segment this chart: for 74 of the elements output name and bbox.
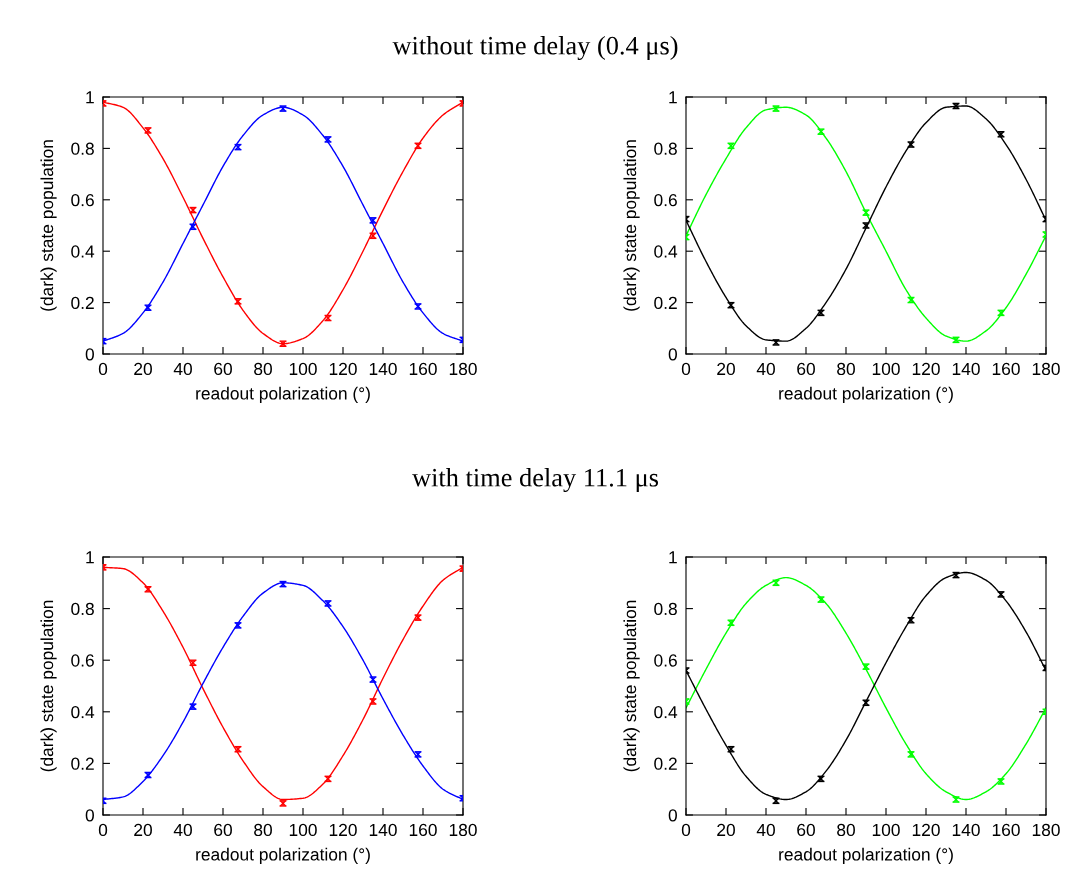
x-tick-label: 140	[369, 362, 397, 376]
x-tick-label: 20	[134, 823, 152, 837]
x-tick-label: 140	[952, 362, 980, 376]
y-tick-label: 0.2	[654, 757, 677, 770]
x-tick-label: 100	[872, 362, 900, 376]
y-tick-label: 0	[85, 348, 94, 361]
x-tick-label: 40	[756, 362, 775, 376]
y-tick-label: 0.6	[654, 654, 677, 667]
x-tick-label: 40	[173, 823, 192, 837]
x-tick-label: 120	[329, 362, 357, 376]
x-tick-label: 160	[992, 362, 1020, 376]
x-tick-label: 0	[681, 823, 691, 837]
y-axis-title: (dark) state population	[623, 140, 640, 311]
x-tick-label: 60	[214, 823, 232, 837]
x-tick-label: 120	[329, 823, 357, 837]
x-tick-label: 80	[837, 823, 855, 837]
text: with time delay 11.1 μs	[412, 468, 659, 492]
x-axis-title: readout polarization (°)	[196, 847, 370, 865]
y-axis-title: (dark) state population	[623, 600, 640, 772]
x-tick-label: 60	[797, 362, 815, 376]
x-tick-label: 80	[254, 362, 272, 376]
x-tick-label: 40	[173, 362, 192, 376]
x-tick-label: 160	[409, 362, 437, 376]
x-tick-label: 0	[98, 362, 108, 376]
y-tick-label: 0.6	[71, 654, 94, 667]
y-tick-label: 0.8	[71, 602, 94, 616]
y-tick-label: 0.6	[654, 193, 677, 207]
text: without time delay (0.4 μs)	[392, 36, 678, 60]
x-tick-label: 100	[289, 362, 317, 376]
y-tick-label: 0.8	[71, 142, 94, 155]
x-tick-label: 100	[872, 823, 900, 837]
x-axis-title: readout polarization (°)	[779, 847, 953, 865]
y-tick-label: 0.8	[654, 602, 677, 616]
y-tick-label: 0.2	[71, 757, 94, 770]
x-tick-label: 160	[409, 823, 437, 837]
x-tick-label: 120	[912, 362, 940, 376]
x-tick-label: 160	[992, 823, 1020, 837]
y-tick-label: 0.4	[71, 705, 95, 719]
y-tick-label: 0.2	[71, 296, 94, 310]
x-tick-label: 80	[254, 823, 272, 837]
y-tick-label: 0.4	[654, 245, 678, 258]
x-axis-title: readout polarization (°)	[779, 386, 953, 404]
x-tick-label: 0	[681, 362, 691, 376]
x-tick-label: 140	[952, 823, 980, 837]
x-tick-label: 60	[797, 823, 815, 837]
y-axis-title: (dark) state population	[40, 140, 57, 311]
y-tick-label: 0	[85, 809, 94, 822]
x-tick-label: 180	[449, 823, 477, 837]
y-tick-label: 0.4	[71, 245, 95, 258]
y-tick-label: 0.6	[71, 193, 94, 207]
y-tick-label: 0.8	[654, 142, 677, 155]
x-axis-title: readout polarization (°)	[196, 386, 370, 404]
x-tick-label: 180	[449, 362, 477, 376]
x-tick-label: 60	[214, 362, 232, 376]
y-tick-label: 0.2	[654, 296, 677, 310]
x-tick-label: 100	[289, 823, 317, 837]
x-tick-label: 140	[369, 823, 397, 837]
x-tick-label: 180	[1032, 823, 1060, 837]
x-tick-label: 40	[756, 823, 775, 837]
y-tick-label: 0	[668, 809, 677, 822]
x-tick-label: 120	[912, 823, 940, 837]
y-tick-label: 1	[669, 91, 677, 104]
x-tick-label: 0	[98, 823, 108, 837]
x-tick-label: 80	[837, 362, 855, 376]
y-tick-label: 1	[86, 551, 94, 564]
x-tick-label: 20	[134, 362, 152, 376]
y-axis-title: (dark) state population	[40, 600, 57, 772]
x-tick-label: 20	[717, 823, 735, 837]
x-tick-label: 20	[717, 362, 735, 376]
y-tick-label: 1	[669, 551, 677, 564]
x-tick-label: 180	[1032, 362, 1060, 376]
y-tick-label: 1	[86, 91, 94, 104]
y-tick-label: 0	[668, 348, 677, 361]
y-tick-label: 0.4	[654, 705, 678, 719]
